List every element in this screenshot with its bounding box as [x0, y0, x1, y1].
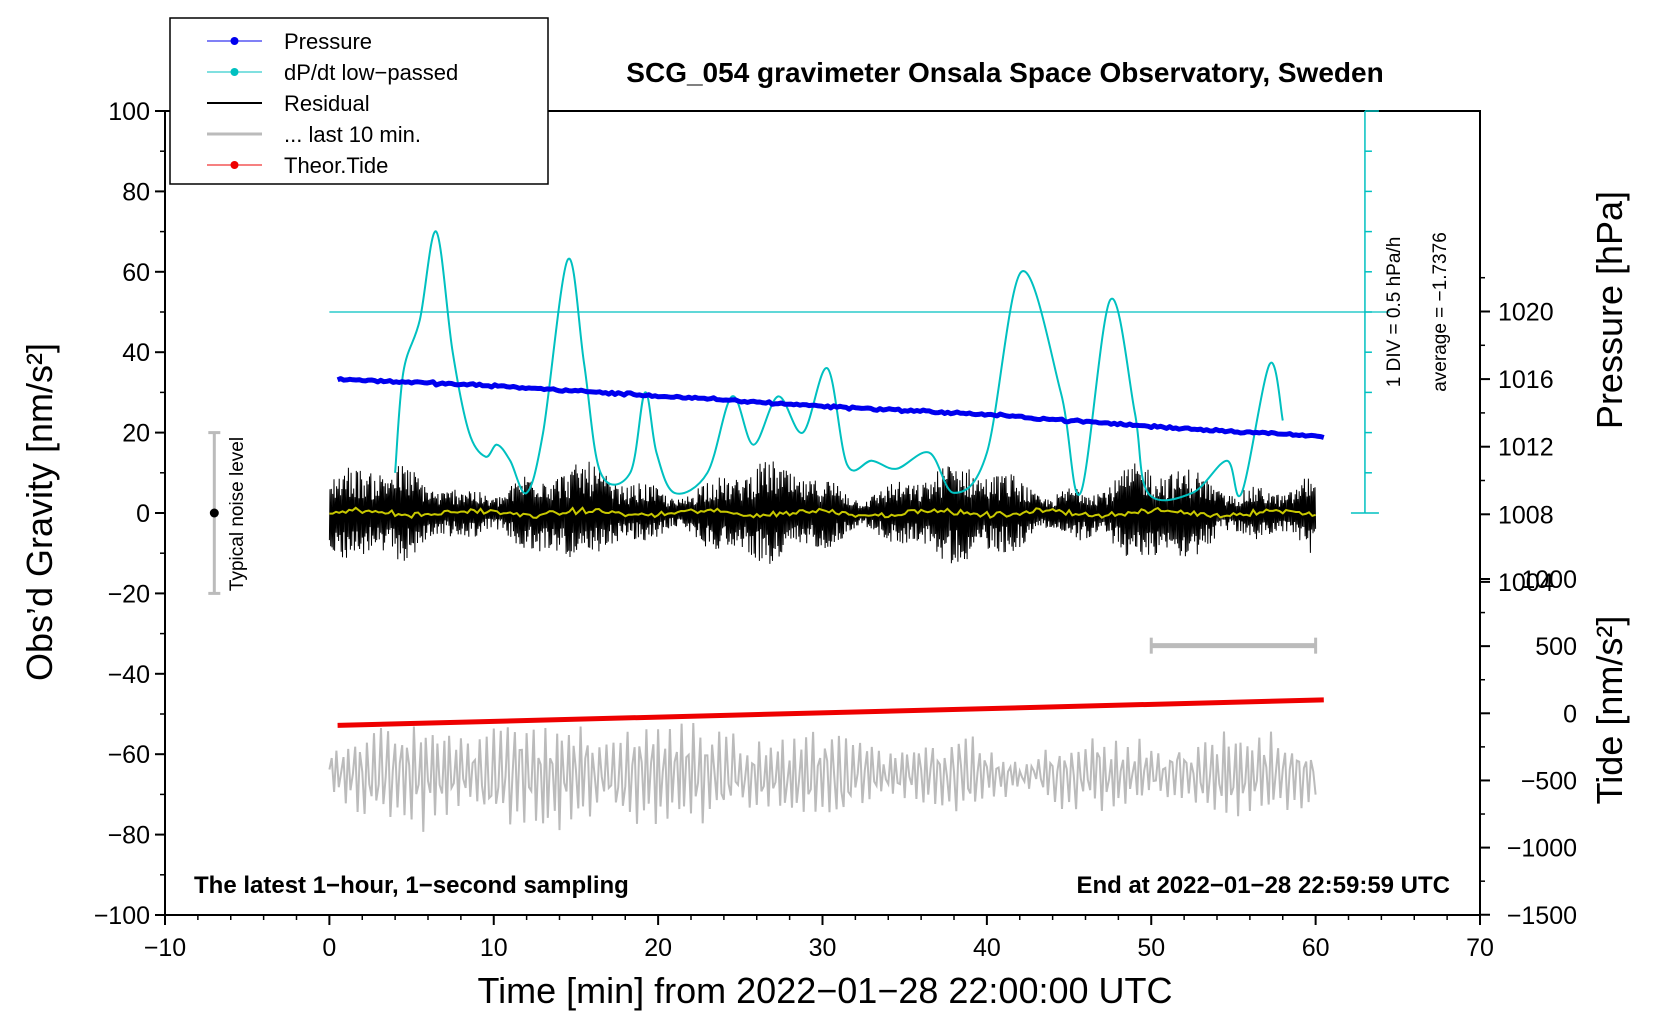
- legend-label: Residual: [284, 91, 370, 116]
- dpdt-average-label: average = −1.7376: [1430, 232, 1451, 392]
- pressure-tick-label: 1020: [1498, 299, 1554, 327]
- residual-mean-line: [329, 506, 1316, 519]
- y-tick-label: 0: [136, 500, 150, 528]
- pressure-tick-label: 1012: [1498, 434, 1554, 462]
- x-tick-label: 20: [644, 934, 672, 962]
- y-tick-label: 20: [122, 420, 150, 448]
- residual-line: [328, 461, 1317, 564]
- y-tick-label: 40: [122, 339, 150, 367]
- chart-title: SCG_054 gravimeter Onsala Space Observat…: [626, 57, 1383, 88]
- y-axis-title: Obs’d Gravity [nm/s²]: [19, 343, 60, 681]
- series-layer: [328, 230, 1390, 832]
- footnote-left: The latest 1−hour, 1−second sampling: [194, 872, 629, 899]
- y-tick-label: −80: [108, 822, 150, 850]
- y-tick-label: −100: [94, 902, 150, 930]
- pressure-axis-title: Pressure [hPa]: [1589, 191, 1630, 429]
- legend-label: Pressure: [284, 29, 372, 54]
- footnote-right: End at 2022−01−28 22:59:59 UTC: [1076, 872, 1450, 899]
- tide-tick-label: 500: [1535, 633, 1577, 661]
- x-axis-title: Time [min] from 2022−01−28 22:00:00 UTC: [477, 970, 1172, 1011]
- dpdt-line: [394, 230, 1284, 502]
- tide-tick-label: −500: [1521, 767, 1577, 795]
- legend-label: dP/dt low−passed: [284, 60, 458, 85]
- noise-level-label: Typical noise level: [227, 437, 248, 591]
- y-tick-label: −60: [108, 741, 150, 769]
- pressure-line: [336, 376, 1325, 440]
- tide-tick-label: −1500: [1507, 902, 1577, 930]
- y-tick-label: 60: [122, 259, 150, 287]
- x-tick-label: 50: [1137, 934, 1165, 962]
- legend: Pressure dP/dt low−passed Residual ... last…: [169, 17, 549, 185]
- legend-box: [169, 17, 549, 185]
- x-tick-label: 0: [322, 934, 336, 962]
- pressure-tick-label: 1016: [1498, 366, 1554, 394]
- tide-axis-title: Tide [nm/s²]: [1589, 616, 1630, 805]
- y-tick-label: 80: [122, 178, 150, 206]
- legend-label: ... last 10 min.: [284, 122, 421, 147]
- tide-tick-label: −1000: [1507, 835, 1577, 863]
- tide-line: [337, 697, 1324, 728]
- pressure-tick-label: 1008: [1498, 501, 1554, 529]
- x-tick-label: 10: [480, 934, 508, 962]
- last-10-min-line: [328, 722, 1317, 832]
- y-tick-label: −20: [108, 580, 150, 608]
- y-tick-label: 100: [108, 98, 150, 126]
- x-tick-label: 30: [809, 934, 837, 962]
- legend-marker: [230, 161, 239, 169]
- y-tick-label: −40: [108, 661, 150, 689]
- legend-marker: [230, 68, 239, 76]
- annotation-layer: [208, 110, 1379, 654]
- tide-tick-label: 0: [1563, 700, 1577, 728]
- legend-label: Theor.Tide: [284, 153, 388, 178]
- legend-marker: [230, 37, 239, 45]
- x-tick-label: −10: [144, 934, 186, 962]
- tide-tick-label: 1000: [1521, 566, 1577, 594]
- x-tick-label: 70: [1466, 934, 1494, 962]
- dpdt-scale-label: 1 DIV = 0.5 hPa/h: [1384, 237, 1405, 388]
- x-tick-label: 40: [973, 934, 1001, 962]
- noise-bar-center-dot: [209, 508, 219, 518]
- pressure-tick-label: 1004: [1498, 569, 1554, 597]
- x-tick-label: 60: [1302, 934, 1330, 962]
- tick-layer: −10 0 10 20 30 40 50 60 70−100−80−60−40−20020406…: [94, 98, 1577, 962]
